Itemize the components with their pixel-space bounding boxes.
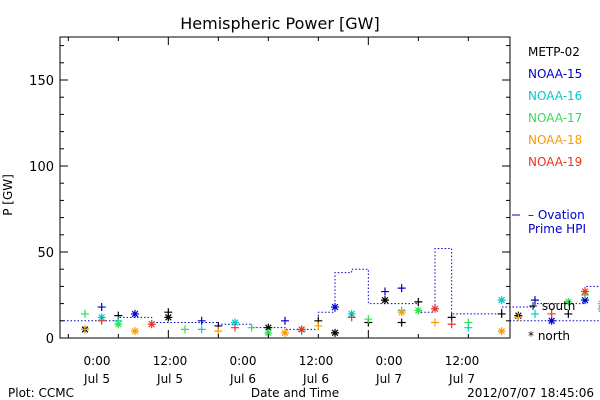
- marker-noaa-19-south: [97, 316, 106, 325]
- marker-metp-02-north: [381, 296, 389, 305]
- marker-noaa-17-north: [564, 297, 573, 306]
- y-tick-label: 0: [46, 332, 54, 347]
- y-tick-label: 100: [29, 160, 54, 175]
- marker-noaa-18-north: [397, 308, 406, 317]
- marker-noaa-19-south: [347, 313, 356, 322]
- marker-legend-south: + south: [528, 299, 575, 313]
- marker-metp-02-south: [497, 309, 506, 318]
- marker-metp-02-north: [264, 323, 273, 332]
- marker-legend-north: * north: [528, 329, 570, 343]
- marker-noaa-15-south: [531, 296, 539, 305]
- marker-noaa-18-north: [497, 327, 506, 336]
- marker-noaa-16-north: [231, 318, 239, 327]
- marker-noaa-19-north: [581, 287, 589, 296]
- marker-noaa-16-north: [497, 296, 506, 305]
- marker-noaa-18-south: [514, 313, 523, 322]
- x-tick-time-label: 0:00: [84, 354, 111, 368]
- y-tick-label: 150: [29, 74, 54, 89]
- ovation-label-line2: Prime HPI: [528, 222, 586, 236]
- marker-noaa-18-north: [131, 327, 139, 336]
- marker-noaa-15-south: [397, 284, 406, 293]
- x-tick-date-label: Jul 6: [302, 372, 329, 386]
- legend-entry-noaa-16: NOAA-16: [528, 89, 582, 103]
- marker-noaa-19-north: [297, 325, 306, 334]
- marker-noaa-15-north: [581, 296, 589, 305]
- x-tick-time-label: 0:00: [230, 354, 257, 368]
- marker-noaa-17-south: [364, 315, 373, 324]
- marker-noaa-19-north: [431, 304, 439, 313]
- x-tick-time-label: 12:00: [153, 354, 188, 368]
- x-tick-time-label: 12:00: [299, 354, 334, 368]
- marker-noaa-19-north: [147, 320, 156, 329]
- y-tick-label: 50: [37, 246, 54, 261]
- marker-noaa-15-south: [381, 287, 389, 296]
- legend-entry-noaa-19: NOAA-19: [528, 155, 582, 169]
- marker-metp-02-south: [397, 318, 406, 327]
- x-tick-date-label: Jul 6: [229, 372, 256, 386]
- marker-noaa-17-south: [81, 309, 89, 318]
- marker-metp-02-north: [331, 328, 339, 337]
- ovation-series: [60, 248, 600, 330]
- marker-noaa-18-south: [81, 325, 89, 334]
- marker-noaa-17-south: [181, 325, 189, 334]
- marker-noaa-18-south: [214, 327, 223, 336]
- marker-noaa-17-north: [114, 320, 123, 329]
- ovation-label-line1: – Ovation: [528, 208, 585, 222]
- legend-entry-metp-02: METP-02: [528, 45, 580, 59]
- marker-metp-02-south: [414, 297, 423, 306]
- legend: METP-02 NOAA-15 NOAA-16 NOAA-17 NOAA-18 NOAA-…: [528, 45, 582, 343]
- marker-noaa-19-south: [447, 320, 456, 329]
- x-tick-time-label: 12:00: [445, 354, 480, 368]
- marker-noaa-19-south: [547, 309, 556, 318]
- marker-metp-02-south: [447, 313, 456, 322]
- marker-metp-02-north: [164, 313, 173, 322]
- x-tick-time-label: 0:00: [376, 354, 403, 368]
- legend-entry-noaa-18: NOAA-18: [528, 133, 582, 147]
- marker-noaa-15-south: [281, 316, 289, 325]
- plot-timestamp: 2012/07/07 18:45:06: [467, 386, 594, 400]
- marker-noaa-15-north: [131, 309, 139, 318]
- marker-noaa-17-north: [264, 328, 273, 337]
- marker-noaa-18-south: [314, 321, 323, 330]
- plot-credit: Plot: CCMC: [8, 386, 74, 400]
- marker-noaa-17-south: [247, 323, 256, 332]
- marker-noaa-18-south: [431, 318, 439, 327]
- satellite-markers: [81, 284, 600, 337]
- marker-noaa-17-south: [464, 318, 473, 327]
- x-tick-date-label: Jul 5: [83, 372, 110, 386]
- chart-title: Hemispheric Power [GW]: [180, 14, 379, 33]
- x-tick-date-label: Jul 5: [156, 372, 183, 386]
- marker-noaa-15-south: [197, 316, 206, 325]
- plot-axes: 0 50 100 150 0:00 Jul 5 12:00 Jul 5 0:00 Jul 6 12:…: [29, 36, 511, 386]
- ovation-line: [60, 248, 600, 330]
- marker-noaa-17-north: [414, 306, 423, 315]
- legend-entry-noaa-17: NOAA-17: [528, 111, 582, 125]
- x-tick-date-label: Jul 7: [448, 372, 475, 386]
- legend-entry-noaa-15: NOAA-15: [528, 67, 582, 81]
- y-axis-label: P [GW]: [1, 174, 15, 216]
- marker-noaa-18-north: [281, 328, 289, 337]
- marker-metp-02-south: [564, 309, 573, 318]
- marker-noaa-15-north: [547, 316, 556, 325]
- x-axis-label: Date and Time: [251, 386, 339, 400]
- marker-noaa-19-south: [231, 323, 239, 332]
- marker-noaa-16-south: [197, 325, 206, 334]
- plot-frame: [59, 36, 511, 339]
- marker-noaa-16-south: [531, 309, 539, 318]
- x-tick-date-label: Jul 7: [375, 372, 402, 386]
- marker-noaa-15-south: [97, 303, 106, 312]
- marker-noaa-15-north: [331, 303, 339, 312]
